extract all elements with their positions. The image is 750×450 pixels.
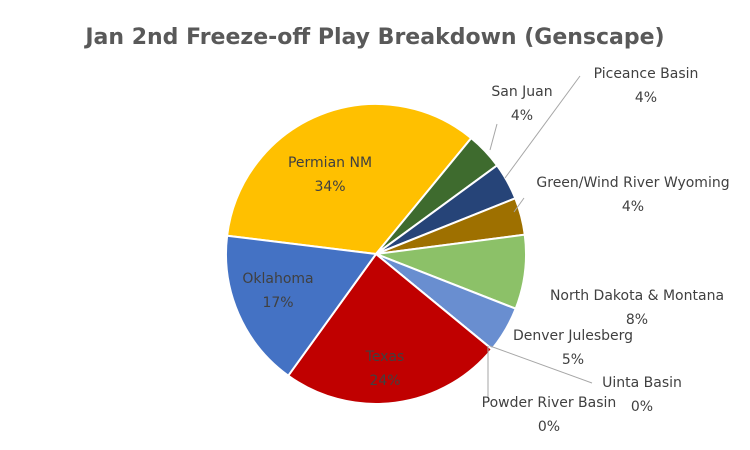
slice-label: Green/Wind River Wyoming — [536, 175, 729, 191]
value-label: 34% — [314, 179, 345, 195]
pie-slice — [225, 234, 378, 378]
value-label: 4% — [635, 90, 657, 106]
chart-title: Jan 2nd Freeze-off Play Breakdown (Gensc… — [83, 25, 664, 50]
slice-label: Texas — [365, 349, 405, 365]
value-label: 17% — [262, 295, 293, 311]
leader-line — [489, 123, 498, 151]
slice-label: North Dakota & Montana — [550, 288, 724, 304]
value-label: 0% — [538, 419, 560, 435]
slice-label: Permian NM — [288, 155, 372, 171]
slice-label: Denver Julesberg — [513, 328, 633, 344]
value-label: 4% — [622, 199, 644, 215]
slice-label: Powder River Basin — [482, 395, 617, 411]
pie-slice — [286, 252, 494, 405]
value-label: 4% — [511, 108, 533, 124]
slice-label: San Juan — [491, 84, 552, 100]
value-label: 24% — [369, 373, 400, 389]
slice-label: Oklahoma — [242, 271, 313, 287]
value-label: 8% — [626, 312, 648, 328]
slice-label: Piceance Basin — [594, 66, 699, 82]
value-label: 0% — [631, 399, 653, 415]
leader-line — [489, 345, 593, 384]
pie-slice — [226, 103, 473, 256]
slice-label: Uinta Basin — [602, 375, 682, 391]
leader-line — [504, 75, 581, 179]
value-label: 5% — [562, 352, 584, 368]
leader-line — [513, 197, 525, 213]
